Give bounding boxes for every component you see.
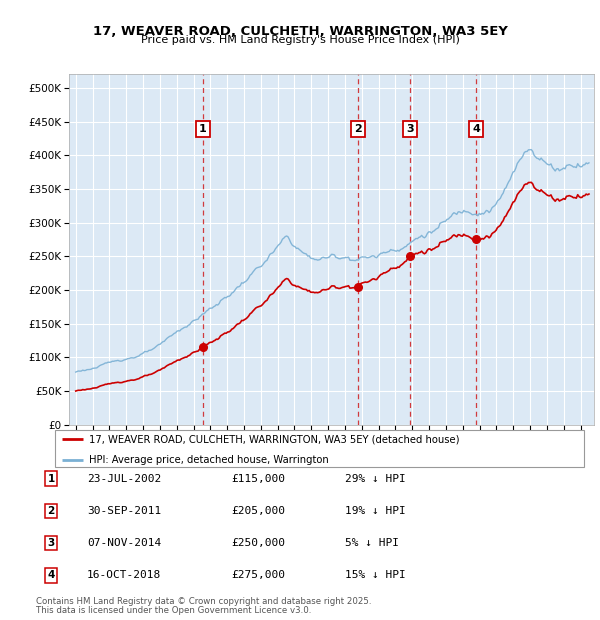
- Text: This data is licensed under the Open Government Licence v3.0.: This data is licensed under the Open Gov…: [36, 606, 311, 615]
- Text: 17, WEAVER ROAD, CULCHETH, WARRINGTON, WA3 5EY (detached house): 17, WEAVER ROAD, CULCHETH, WARRINGTON, W…: [89, 434, 459, 445]
- Text: £115,000: £115,000: [231, 474, 285, 484]
- Text: 19% ↓ HPI: 19% ↓ HPI: [345, 506, 406, 516]
- Text: HPI: Average price, detached house, Warrington: HPI: Average price, detached house, Warr…: [89, 454, 328, 464]
- Text: 15% ↓ HPI: 15% ↓ HPI: [345, 570, 406, 580]
- Text: 30-SEP-2011: 30-SEP-2011: [87, 506, 161, 516]
- FancyBboxPatch shape: [55, 430, 584, 467]
- Text: Contains HM Land Registry data © Crown copyright and database right 2025.: Contains HM Land Registry data © Crown c…: [36, 597, 371, 606]
- Text: 29% ↓ HPI: 29% ↓ HPI: [345, 474, 406, 484]
- Text: £275,000: £275,000: [231, 570, 285, 580]
- Text: £205,000: £205,000: [231, 506, 285, 516]
- Text: 5% ↓ HPI: 5% ↓ HPI: [345, 538, 399, 548]
- Text: 3: 3: [47, 538, 55, 548]
- Text: 17, WEAVER ROAD, CULCHETH, WARRINGTON, WA3 5EY: 17, WEAVER ROAD, CULCHETH, WARRINGTON, W…: [92, 25, 508, 38]
- Text: 16-OCT-2018: 16-OCT-2018: [87, 570, 161, 580]
- Text: 4: 4: [47, 570, 55, 580]
- Text: 2: 2: [47, 506, 55, 516]
- Text: 3: 3: [406, 124, 413, 134]
- Text: £250,000: £250,000: [231, 538, 285, 548]
- Text: 07-NOV-2014: 07-NOV-2014: [87, 538, 161, 548]
- Text: 1: 1: [199, 124, 206, 134]
- Text: 1: 1: [47, 474, 55, 484]
- Text: 23-JUL-2002: 23-JUL-2002: [87, 474, 161, 484]
- Text: Price paid vs. HM Land Registry's House Price Index (HPI): Price paid vs. HM Land Registry's House …: [140, 35, 460, 45]
- Text: 4: 4: [472, 124, 480, 134]
- Text: 2: 2: [354, 124, 361, 134]
